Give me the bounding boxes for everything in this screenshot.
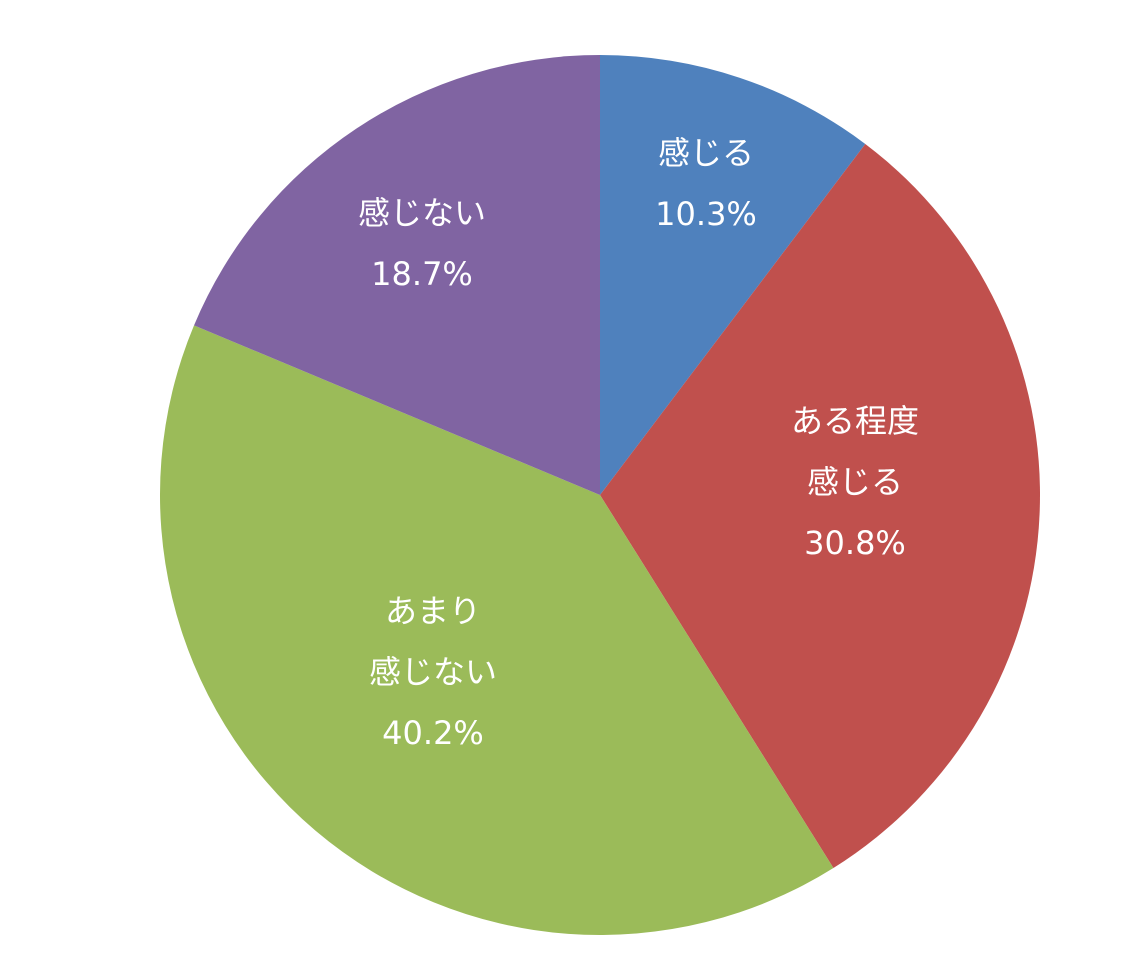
pie-slices (159, 55, 1040, 936)
slice-category-label: 感じない (369, 653, 497, 691)
slice-category-label: 感じる (807, 463, 903, 501)
slice-label-4: 感じない 18.7% (358, 194, 486, 293)
slice-value-label: 40.2% (382, 714, 484, 752)
slice-category-label: あまり (385, 592, 481, 630)
pie-slice-3 (159, 325, 834, 936)
pie-labels: 感じる10.3%ある程度感じる30.8%あまり感じない40.2%感じない18.7… (358, 134, 919, 752)
slice-label-1: 感じる 10.3% (655, 134, 757, 233)
slice-category-label: 感じる (658, 134, 754, 172)
slice-value-label: 18.7% (371, 255, 473, 293)
pie-slice-1 (600, 55, 866, 495)
slice-category-label: 感じない (358, 194, 486, 232)
slice-category-label: ある程度 (791, 402, 919, 440)
slice-value-label: 30.8% (804, 524, 906, 562)
pie-slice-4 (194, 55, 600, 495)
pie-slice-2 (600, 143, 1040, 868)
slice-value-label: 10.3% (655, 195, 757, 233)
